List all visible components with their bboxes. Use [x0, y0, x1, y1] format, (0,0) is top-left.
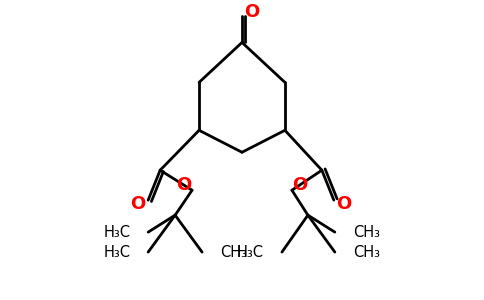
- Text: O: O: [244, 2, 259, 20]
- Text: H₃C: H₃C: [103, 244, 130, 260]
- Text: CH₃: CH₃: [220, 244, 247, 260]
- Text: O: O: [336, 195, 351, 213]
- Text: O: O: [131, 195, 146, 213]
- Text: H₃C: H₃C: [237, 244, 264, 260]
- Text: CH₃: CH₃: [353, 225, 380, 240]
- Text: CH₃: CH₃: [353, 244, 380, 260]
- Text: H₃C: H₃C: [103, 225, 130, 240]
- Text: O: O: [177, 176, 192, 194]
- Text: O: O: [292, 176, 307, 194]
